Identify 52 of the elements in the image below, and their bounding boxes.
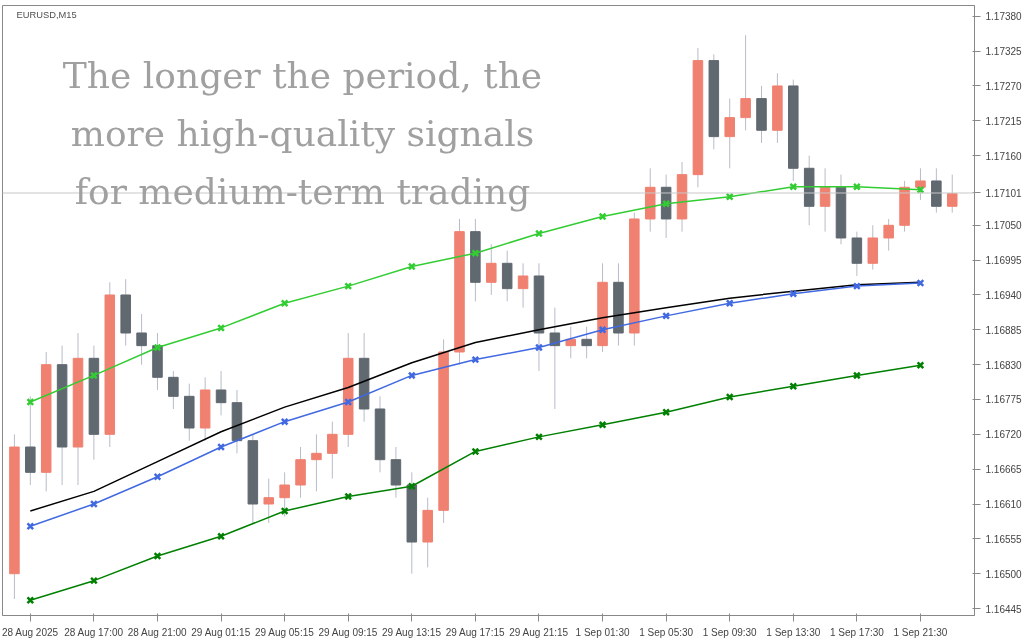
candlestick (279, 471, 290, 518)
candlestick (486, 243, 497, 296)
candlestick (946, 174, 958, 214)
candlestick (327, 421, 338, 480)
candlestick (215, 370, 227, 416)
candlestick (581, 326, 592, 359)
y-tick-label: 1.17160 (985, 150, 1023, 162)
candlestick (311, 433, 322, 492)
candlestick (517, 262, 529, 309)
candlestick (263, 478, 275, 524)
candlestick (883, 218, 894, 252)
y-tick-label: 1.16500 (985, 568, 1023, 580)
candlestick (724, 98, 735, 169)
y-tick-label: 1.16885 (985, 324, 1023, 336)
candlestick (168, 370, 179, 410)
ref-line-label: 1.17101 (985, 188, 1023, 199)
candlestick (819, 167, 831, 233)
x-tick-label: 29 Aug 17:15 (445, 626, 506, 638)
candlestick (136, 313, 147, 366)
x-tick-label: 28 Aug 2025 (1, 626, 59, 638)
x-tick-label: 1 Sep 09:30 (702, 626, 758, 638)
x-tick-label: 29 Aug 01:15 (191, 626, 251, 638)
y-tick-label: 1.17380 (985, 11, 1023, 23)
y-tick-label: 1.16995 (985, 255, 1023, 267)
y-tick-label: 1.17325 (985, 46, 1023, 58)
x-tick-label: 1 Sep 05:30 (639, 626, 694, 638)
candlestick (549, 307, 561, 410)
x-tick-label: 29 Aug 05:15 (254, 626, 315, 638)
y-tick-label: 1.17215 (985, 115, 1023, 127)
x-tick-label: 28 Aug 17:00 (64, 626, 124, 638)
y-tick-label: 1.16555 (985, 533, 1023, 545)
x-tick-label: 1 Sep 21:30 (893, 626, 948, 638)
candlestick (565, 326, 577, 359)
x-tick-label: 29 Aug 09:15 (318, 626, 378, 638)
y-tick-label: 1.16720 (985, 429, 1023, 441)
x-tick-label: 28 Aug 21:00 (127, 626, 188, 638)
x-tick-label: 29 Aug 21:15 (509, 626, 569, 638)
y-tick-label: 1.17050 (985, 220, 1023, 232)
y-tick-label: 1.17270 (985, 80, 1023, 92)
x-tick-label: 1 Sep 13:30 (766, 626, 821, 638)
y-tick-label: 1.16610 (985, 499, 1023, 511)
annotation: The longer the period, the more high-quality signals for medium-term trading (62, 54, 543, 212)
x-tick-label: 1 Sep 17:30 (829, 626, 885, 638)
y-tick-label: 1.16775 (985, 394, 1023, 406)
y-tick-label: 1.16830 (985, 359, 1023, 371)
x-tick-label: 1 Sep 01:30 (575, 626, 630, 638)
y-tick-label: 1.16940 (985, 289, 1023, 301)
x-tick-label: 29 Aug 13:15 (382, 626, 442, 638)
chart-title: EURUSD,M15 (16, 9, 77, 20)
candlestick (740, 34, 751, 131)
y-tick-label: 1.16665 (985, 464, 1023, 476)
y-tick-label: 1.16445 (985, 603, 1023, 615)
